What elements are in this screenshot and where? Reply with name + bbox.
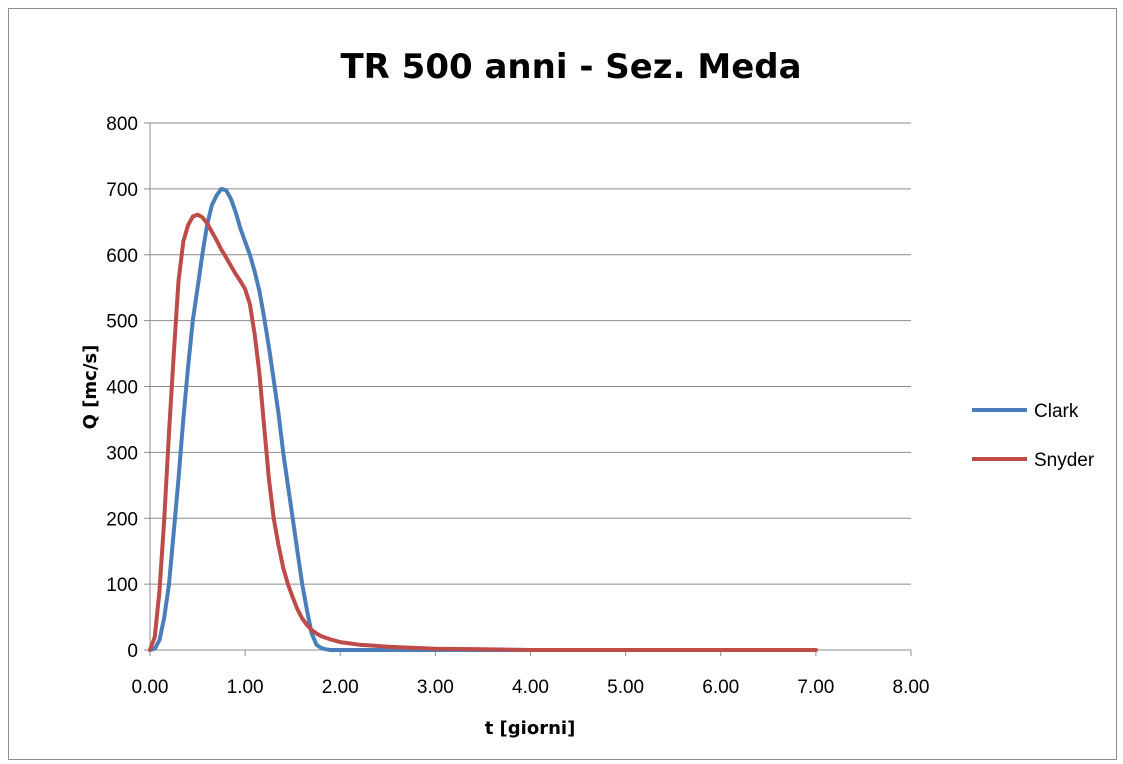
y-tick-label: 500 [106, 312, 138, 333]
y-tick-label: 400 [106, 378, 138, 399]
x-axis-label: t [giorni] [485, 718, 576, 739]
x-tick-label: 4.00 [512, 677, 549, 698]
x-tick-label: 1.00 [227, 677, 264, 698]
y-tick-label: 200 [106, 509, 138, 530]
y-tick-label: 800 [106, 114, 138, 135]
y-tick-label: 700 [106, 180, 138, 201]
legend-label-clark: Clark [1034, 401, 1079, 422]
series-line-snyder [148, 212, 818, 652]
x-tick-label: 7.00 [797, 677, 834, 698]
legend: Clark Snyder [972, 401, 1095, 471]
x-tick-label: 8.00 [893, 677, 930, 698]
x-tick-label: 2.00 [322, 677, 359, 698]
y-tick-label: 600 [106, 246, 138, 267]
y-tick-label: 100 [106, 575, 138, 596]
y-axis-label: Q [mc/s] [80, 345, 101, 430]
legend-label-snyder: Snyder [1034, 450, 1095, 471]
chart-area [8, 8, 1117, 760]
x-tick-label: 3.00 [417, 677, 454, 698]
y-tick-label: 300 [106, 443, 138, 464]
series-lines [148, 186, 818, 652]
x-tick-label: 0.00 [132, 677, 169, 698]
gridlines [150, 122, 911, 585]
x-tick-label: 5.00 [607, 677, 644, 698]
y-tick-label: 0 [127, 641, 138, 662]
series-line-clark [148, 186, 628, 652]
tick-labels: 0 100 200 300 400 500 600 700 800 0.00 1.00 2.00 3.0… [106, 114, 929, 698]
chart-title: TR 500 anni - Sez. Meda [340, 47, 801, 87]
x-tick-label: 6.00 [702, 677, 739, 698]
